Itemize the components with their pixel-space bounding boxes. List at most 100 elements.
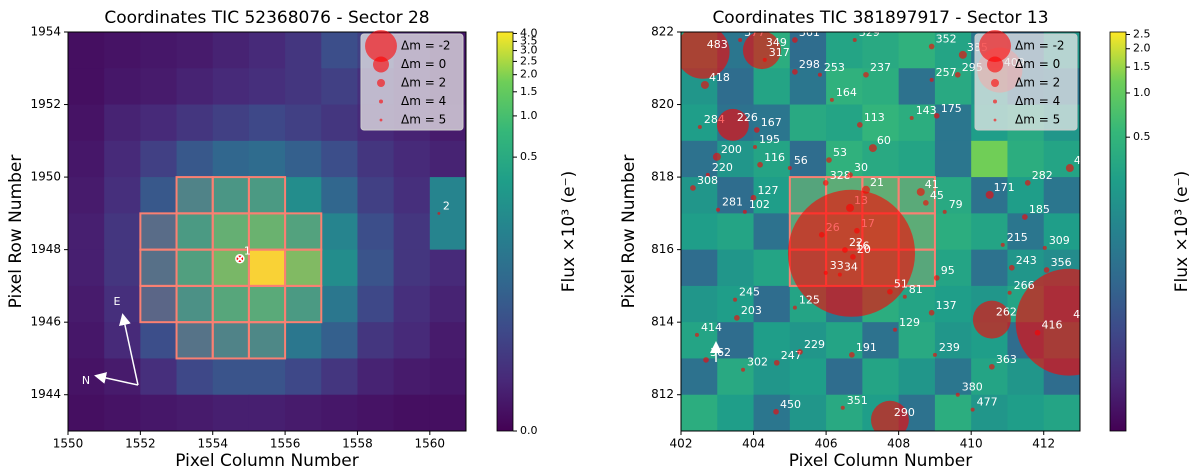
heatmap-cell xyxy=(104,68,141,105)
star-label: 215 xyxy=(1007,231,1028,244)
heatmap-cell xyxy=(357,250,394,287)
heatmap-cell xyxy=(68,213,105,250)
heatmap-cell xyxy=(177,68,214,105)
star-label: 257 xyxy=(936,66,957,79)
heatmap-cell xyxy=(68,286,105,323)
heatmap-cell xyxy=(104,395,141,432)
heatmap-cell xyxy=(394,213,431,250)
heatmap-cell xyxy=(249,141,286,178)
star-marker xyxy=(1066,164,1074,172)
star-marker xyxy=(869,144,877,152)
star-label: 416 xyxy=(1042,319,1063,332)
y-tick-label: 1946 xyxy=(30,315,61,329)
heatmap-cell xyxy=(68,105,105,142)
panel: 1215501552155415561558156019441946194819… xyxy=(6,8,579,471)
aperture-pixel xyxy=(285,250,321,286)
y-tick-label: 1954 xyxy=(30,25,61,39)
star-label: 483 xyxy=(707,38,728,51)
star-label: 33 xyxy=(830,259,844,272)
heatmap-cell xyxy=(249,358,286,395)
star-marker xyxy=(823,180,829,186)
heatmap-cell xyxy=(68,322,105,359)
y-tick-label: 816 xyxy=(651,242,674,256)
heatmap-cell xyxy=(394,358,431,395)
star-label: 200 xyxy=(721,143,742,156)
aperture-pixel xyxy=(177,286,213,322)
aperture-pixel xyxy=(285,213,321,249)
x-tick-label: 1552 xyxy=(125,437,156,451)
heatmap-cell xyxy=(321,68,358,105)
star-label: 21 xyxy=(870,176,884,189)
heatmap-cell xyxy=(321,286,358,323)
x-axis-label: Pixel Column Number xyxy=(789,451,973,471)
heatmap-cell xyxy=(285,177,322,214)
aperture-pixel xyxy=(177,213,213,249)
star-label: 56 xyxy=(794,154,808,167)
y-tick-label: 1952 xyxy=(30,97,61,111)
star-label: 298 xyxy=(799,58,820,71)
x-tick-label: 402 xyxy=(670,437,693,451)
star-marker xyxy=(824,271,828,275)
heatmap-cell xyxy=(357,286,394,323)
star-label: 229 xyxy=(804,338,825,351)
heatmap-cell xyxy=(826,105,863,142)
star-label: 125 xyxy=(799,294,820,307)
colorbar-tick-label: 2.0 xyxy=(1133,42,1151,55)
heatmap-cell xyxy=(357,213,394,250)
heatmap-cell xyxy=(790,105,827,142)
heatmap-cell xyxy=(394,395,431,432)
aperture-pixel xyxy=(177,250,213,286)
x-tick-label: 410 xyxy=(960,437,983,451)
heatmap-cell xyxy=(213,358,250,395)
star-label: 262 xyxy=(996,306,1017,319)
aperture-pixel xyxy=(140,250,176,286)
star-label: 239 xyxy=(939,341,960,354)
legend-label: Δm = 4 xyxy=(401,94,446,108)
colorbar-tick-label: 1.5 xyxy=(1133,60,1151,73)
star-marker xyxy=(838,273,842,277)
page: 1215501552155415561558156019441946194819… xyxy=(0,0,1193,473)
legend-label: Δm = 0 xyxy=(1015,57,1060,71)
star-label: 143 xyxy=(916,104,937,117)
heatmap-cell xyxy=(104,322,141,359)
star-label: 185 xyxy=(1029,203,1050,216)
compass-label: N xyxy=(82,374,90,387)
aperture-pixel xyxy=(213,177,249,213)
star-label: 95 xyxy=(941,264,955,277)
heatmap-cell xyxy=(177,395,214,432)
aperture-pixel xyxy=(249,177,285,213)
heatmap-cell xyxy=(430,286,467,323)
y-axis-label: Pixel Row Number xyxy=(6,155,26,309)
heatmap-cell xyxy=(862,358,899,395)
star-label: 356 xyxy=(1051,256,1072,269)
star-label: 418 xyxy=(709,71,730,84)
star-marker xyxy=(847,172,853,178)
compass-label: E xyxy=(114,295,121,308)
heatmap-cell xyxy=(249,68,286,105)
y-tick-label: 1950 xyxy=(30,170,61,184)
star-label: 362 xyxy=(710,346,731,359)
star-label: 34 xyxy=(844,261,858,274)
star-label: 203 xyxy=(741,304,762,317)
star-marker xyxy=(753,145,757,149)
star-label: 127 xyxy=(758,184,779,197)
y-tick-label: 818 xyxy=(651,170,674,184)
star-marker xyxy=(757,162,763,168)
x-tick-label: 408 xyxy=(887,437,910,451)
star-label: 302 xyxy=(747,356,768,369)
heatmap-cell xyxy=(394,177,431,214)
y-tick-label: 812 xyxy=(651,387,674,401)
aperture-pixel xyxy=(285,286,321,322)
heatmap-cell xyxy=(1044,395,1081,432)
colorbar-label: Flux ×10³ (e⁻) xyxy=(559,171,579,293)
star-marker xyxy=(893,328,897,332)
y-tick-label: 1944 xyxy=(30,387,61,401)
heatmap-cell xyxy=(717,395,754,432)
star-marker xyxy=(690,185,696,191)
heatmap-cell xyxy=(430,322,467,359)
colorbar-tick-label: 2.5 xyxy=(1133,28,1151,41)
star-marker xyxy=(741,368,745,372)
colorbar-tick-label: 0.5 xyxy=(1133,130,1151,143)
heatmap-cell xyxy=(285,32,322,69)
star-marker xyxy=(1022,214,1028,220)
